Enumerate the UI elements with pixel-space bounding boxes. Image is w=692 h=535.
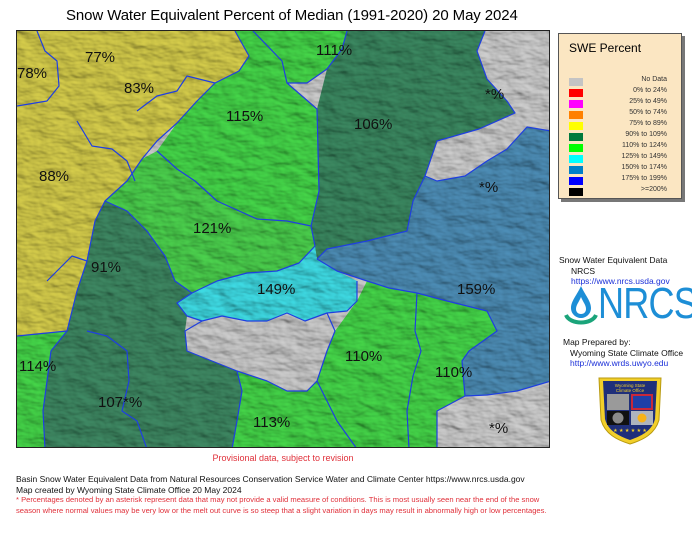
basin-label: 149% [257,281,295,298]
basin-label: 91% [91,259,121,276]
basin-green-115 [157,31,319,226]
legend-label: No Data [641,76,667,83]
swe-basin-map: 78% 77% 83% 88% 111% 115% 106% *% *% 121… [16,30,550,448]
legend-item: 90% to 109% [569,131,679,142]
legend-label: 125% to 149% [621,153,667,160]
legend-item: 50% to 74% [569,109,679,120]
nrcs-url[interactable]: https://www.nrcs.usda.gov [571,276,670,286]
basin-label: *% [489,420,508,437]
basin-label: 107*% [98,394,142,411]
basin-label: 110% [345,348,382,365]
legend-label: 90% to 109% [625,131,667,138]
legend-swatch [569,111,583,119]
legend-item: 125% to 149% [569,153,679,164]
data-source-line: Basin Snow Water Equivalent Data from Na… [16,474,525,484]
wsco-link[interactable]: http://www.wrds.uwyo.edu [570,358,668,368]
legend-label: 75% to 89% [629,120,667,127]
legend-label: 50% to 74% [629,109,667,116]
basin-label: 106% [354,116,392,133]
basin-cyan-149 [177,246,357,321]
legend-swatch [569,89,583,97]
basin-label: 83% [124,80,154,97]
legend-label: 25% to 49% [629,98,667,105]
legend-item: 0% to 24% [569,87,679,98]
legend-swatch [569,144,583,152]
legend-swatch [569,166,583,174]
legend-swatch [569,155,583,163]
legend-title: SWE Percent [569,41,642,55]
basin-polygons: 78% 77% 83% 88% 111% 115% 106% *% *% 121… [17,31,549,447]
basin-label: 110% [435,364,472,381]
asterisk-footnote: * Percentages denoted by an asterisk rep… [16,495,547,515]
svg-text:Wyoming State: Wyoming State [615,383,646,388]
wsco-url[interactable]: http://www.wrds.uwyo.edu [570,358,669,368]
shield-icon: Wyoming State Climate Office ★ ★ ★ ★ ★ ★ [598,377,662,445]
basin-label: 114% [19,358,56,375]
basin-label: 113% [253,414,290,431]
legend-item: 75% to 89% [569,120,679,131]
legend-label: 175% to 199% [621,175,667,182]
basin-green-114 [17,331,67,447]
basin-borders [17,31,549,447]
basin-no-data-ne [425,31,549,181]
basin-label: *% [479,179,498,196]
legend-swatch [569,78,583,86]
basin-label: *% [485,86,504,103]
basin-green-113 [232,371,356,447]
basin-darkgreen-106 [311,31,515,259]
legend-swatch [569,177,583,185]
swe-legend: SWE Percent No Data 0% to 24% 25% to 49%… [558,33,682,199]
legend-swatch [569,188,583,196]
basin-label: 77% [85,49,115,66]
swe-data-org: NRCS [571,266,596,276]
nrcs-logo-text: NRCS [598,279,692,328]
wsco-badge-logo: Wyoming State Climate Office ★ ★ ★ ★ ★ ★ [595,374,665,446]
legend-label: 0% to 24% [633,87,667,94]
svg-text:Climate Office: Climate Office [616,388,645,393]
legend-item: 110% to 124% [569,142,679,153]
basin-green-111 [253,31,347,83]
basin-green-110-east [407,293,497,447]
basin-label: 78% [17,65,47,82]
svg-text:★ ★ ★ ★ ★ ★: ★ ★ ★ ★ ★ ★ [613,428,647,434]
basin-label: 159% [457,281,495,298]
basin-darkgreen-91-107 [43,201,242,447]
legend-item: No Data [569,76,679,87]
basin-green-121 [105,151,315,293]
provisional-notice: Provisional data, subject to revision [212,453,354,463]
legend-item: 150% to 174% [569,164,679,175]
nrcs-logo: NRCS [564,279,692,328]
legend-item: 175% to 199% [569,175,679,186]
prepared-by-org: Wyoming State Climate Office [570,348,684,358]
basin-no-data-center [185,313,335,391]
map-title: Snow Water Equivalent Percent of Median … [66,7,518,24]
basin-label: 111% [316,42,352,59]
basin-blue-159 [317,127,549,396]
basin-green-110-center [317,281,421,447]
legend-swatch [569,122,583,130]
map-created-line: Map created by Wyoming State Climate Off… [16,485,242,495]
legend-label: >=200% [640,186,667,193]
legend-swatch [569,100,583,108]
basin-label: 88% [39,168,69,185]
legend-item: >=200% [569,186,679,197]
basin-label: 115% [226,108,263,125]
legend-swatch [569,133,583,141]
basin-labels: 78% 77% 83% 88% 111% 115% 106% *% *% 121… [17,42,508,437]
water-drop-icon [564,286,598,325]
prepared-by-heading: Map Prepared by: [563,337,631,347]
legend-item: 25% to 49% [569,98,679,109]
swe-data-heading: Snow Water Equivalent Data [559,255,668,265]
basin-no-data-se [437,381,549,447]
legend-label: 150% to 174% [621,164,667,171]
nrcs-link[interactable]: https://www.nrcs.usda.gov [571,276,670,286]
legend-label: 110% to 124% [621,142,667,149]
basin-label: 121% [193,220,231,237]
